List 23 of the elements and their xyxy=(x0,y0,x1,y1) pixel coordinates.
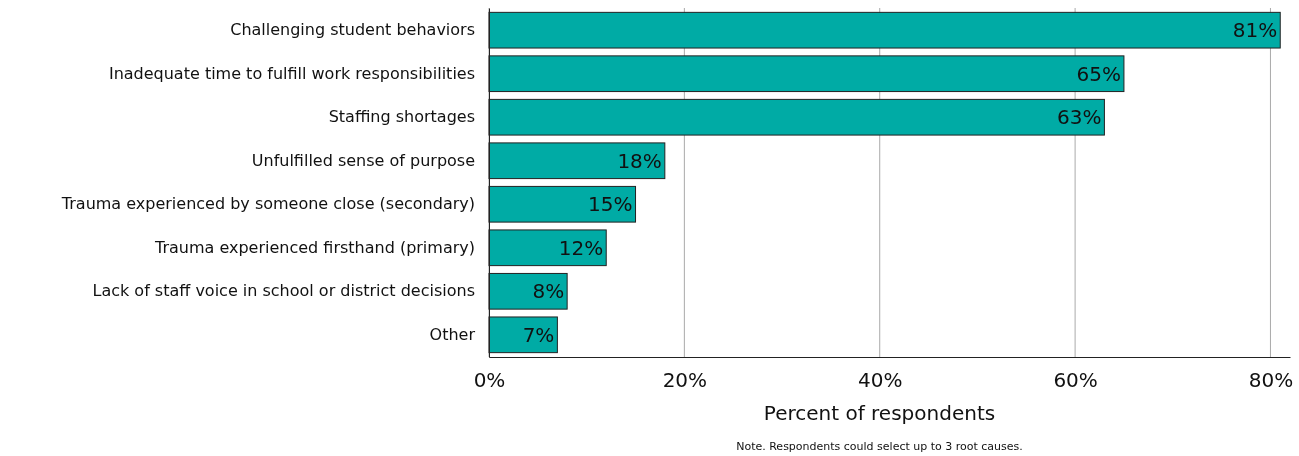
data-label: 12% xyxy=(558,235,604,260)
y-tick-label: Staffing shortages xyxy=(328,107,475,127)
data-label: 63% xyxy=(1056,105,1102,130)
data-label: 15% xyxy=(588,192,633,217)
x-tick-label: 40% xyxy=(858,368,903,393)
y-tick-label: Inadequate time to fulfill work responsibilities xyxy=(108,63,475,83)
data-label: 18% xyxy=(617,148,662,173)
data-label: 7% xyxy=(522,322,555,347)
y-tick-label: Trauma experienced by someone close (secondary) xyxy=(60,194,475,214)
y-tick-label: Other xyxy=(429,324,476,344)
x-tick-label: 20% xyxy=(662,368,708,393)
y-tick-label: Challenging student behaviors xyxy=(230,20,475,40)
data-label: 8% xyxy=(532,279,565,304)
y-tick-label: Lack of staff voice in school or district decisions xyxy=(92,281,475,301)
text: Note. Respondents could select up to 3 root causes. xyxy=(736,440,1023,453)
data-label: 81% xyxy=(1232,18,1278,43)
x-tick-label: 0% xyxy=(473,368,506,393)
x-axis-title: Percent of respondents xyxy=(763,401,996,425)
data-label: 65% xyxy=(1076,61,1121,86)
y-tick-label: Unfulfilled sense of purpose xyxy=(251,150,475,170)
y-tick-label: Trauma experienced firsthand (primary) xyxy=(153,237,475,257)
x-tick-label: 80% xyxy=(1248,368,1294,393)
x-tick-label: 60% xyxy=(1053,368,1098,393)
